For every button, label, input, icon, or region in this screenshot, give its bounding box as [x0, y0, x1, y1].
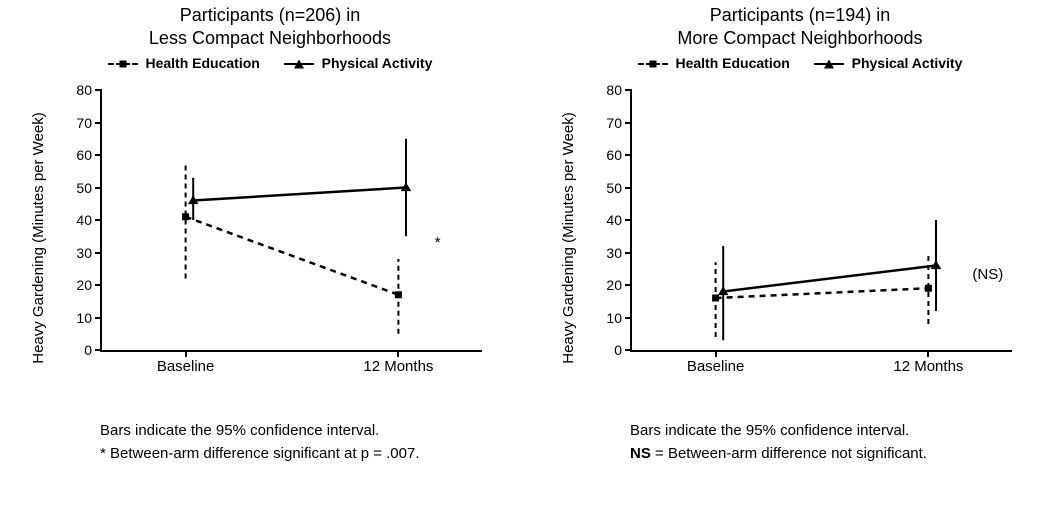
caption-significance: NS = Between-arm difference not signific…: [630, 443, 927, 466]
panel-title: Participants (n=206) in Less Compact Nei…: [30, 4, 510, 49]
caption-ci: Bars indicate the 95% confidence interva…: [630, 420, 927, 443]
y-tick-label: 70: [76, 115, 102, 131]
legend: Health Education Physical Activity: [560, 55, 1040, 71]
square-marker-icon: [649, 61, 656, 68]
caption-significance: * Between-arm difference significant at …: [100, 443, 420, 466]
x-tick-label: Baseline: [687, 350, 745, 375]
y-tick-label: 80: [606, 82, 632, 98]
legend-label: Physical Activity: [322, 55, 433, 71]
y-tick-label: 0: [614, 342, 632, 358]
y-tick-label: 30: [76, 245, 102, 261]
legend-item-health-education: Health Education: [108, 55, 260, 71]
caption-prefix: *: [100, 445, 110, 462]
chart-svg: [632, 90, 1012, 350]
y-tick-label: 50: [76, 180, 102, 196]
legend-item-physical-activity: Physical Activity: [814, 55, 963, 71]
axes: 01020304050607080Baseline12 Months(NS): [630, 90, 1012, 352]
y-tick-label: 60: [606, 147, 632, 163]
y-tick-label: 60: [76, 147, 102, 163]
y-tick-label: 0: [84, 342, 102, 358]
panel-left: Participants (n=206) in Less Compact Nei…: [30, 0, 510, 506]
panel-captions: Bars indicate the 95% confidence interva…: [100, 420, 420, 465]
significance-annotation: *: [435, 234, 441, 251]
legend-label: Physical Activity: [852, 55, 963, 71]
y-tick-label: 50: [606, 180, 632, 196]
y-tick-label: 10: [606, 310, 632, 326]
legend: Health Education Physical Activity: [30, 55, 510, 71]
significance-annotation: (NS): [972, 266, 1003, 283]
axes: 01020304050607080Baseline12 Months*: [100, 90, 482, 352]
y-tick-label: 20: [76, 277, 102, 293]
panel-title: Participants (n=194) in More Compact Nei…: [560, 4, 1040, 49]
triangle-marker-icon: [294, 60, 304, 69]
y-tick-label: 40: [76, 212, 102, 228]
y-tick-label: 30: [606, 245, 632, 261]
plot-area: Heavy Gardening (Minutes per Week) 01020…: [30, 90, 510, 385]
y-tick-label: 20: [606, 277, 632, 293]
y-axis-label: Heavy Gardening (Minutes per Week): [560, 112, 578, 364]
chart-svg: [102, 90, 482, 350]
panel-captions: Bars indicate the 95% confidence interva…: [630, 420, 927, 465]
x-tick-label: Baseline: [157, 350, 215, 375]
caption-rest: = Between-arm difference not significant…: [651, 445, 927, 462]
y-tick-label: 40: [606, 212, 632, 228]
triangle-marker-icon: [824, 60, 834, 69]
square-marker-icon: [119, 61, 126, 68]
y-tick-label: 10: [76, 310, 102, 326]
plot-area: Heavy Gardening (Minutes per Week) 01020…: [560, 90, 1040, 385]
y-tick-label: 80: [76, 82, 102, 98]
y-axis-label: Heavy Gardening (Minutes per Week): [30, 112, 48, 364]
legend-item-health-education: Health Education: [638, 55, 790, 71]
legend-label: Health Education: [675, 55, 789, 71]
caption-rest: Between-arm difference significant at p …: [110, 445, 420, 462]
figure: Participants (n=206) in Less Compact Nei…: [0, 0, 1050, 506]
y-tick-label: 70: [606, 115, 632, 131]
caption-prefix: NS: [630, 445, 651, 462]
x-tick-label: 12 Months: [893, 350, 963, 375]
x-tick-label: 12 Months: [363, 350, 433, 375]
caption-ci: Bars indicate the 95% confidence interva…: [100, 420, 420, 443]
panel-right: Participants (n=194) in More Compact Nei…: [560, 0, 1040, 506]
legend-label: Health Education: [145, 55, 259, 71]
legend-item-physical-activity: Physical Activity: [284, 55, 433, 71]
